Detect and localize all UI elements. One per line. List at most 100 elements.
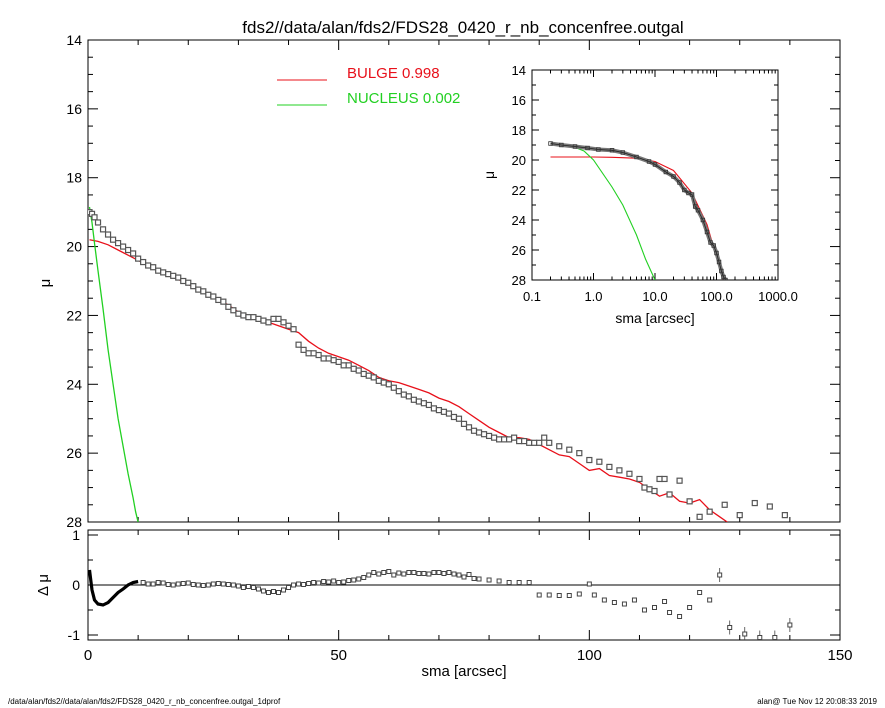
y-axis-label: μ	[37, 279, 54, 288]
residual-point	[301, 582, 307, 587]
data-point	[330, 357, 337, 364]
residual-point	[461, 574, 467, 580]
residual-point	[346, 578, 352, 583]
data-point	[485, 432, 493, 440]
inset-data-point	[695, 208, 701, 213]
data-point	[495, 436, 503, 443]
data-point	[641, 484, 648, 491]
data-point	[335, 358, 342, 366]
residual-point	[195, 582, 201, 588]
data-point	[150, 264, 157, 271]
residual-point	[576, 591, 582, 597]
residual-point	[245, 584, 251, 589]
residual-point	[331, 578, 337, 584]
data-point	[305, 350, 312, 357]
data-point	[380, 379, 387, 386]
y-tick-label: 24	[66, 376, 82, 392]
residual-point	[240, 585, 246, 590]
y-tick-label: 20	[66, 239, 82, 255]
nucleus-model-line	[88, 206, 139, 522]
residual-point	[321, 579, 327, 584]
inset-data-point	[671, 174, 676, 179]
data-point	[109, 236, 117, 243]
inset-data-point	[704, 229, 710, 235]
residual-point	[361, 575, 367, 580]
inset-data-point	[634, 154, 639, 160]
inset-data-line	[550, 143, 726, 280]
data-point	[686, 498, 693, 505]
residual-point	[471, 576, 477, 581]
data-point	[350, 365, 357, 372]
data-point	[511, 434, 518, 441]
residual-point	[506, 580, 512, 585]
data-point	[435, 407, 443, 414]
data-point	[475, 429, 483, 436]
data-point	[470, 427, 478, 434]
residual-point	[311, 580, 317, 585]
inset-data-point	[559, 142, 564, 148]
residual-point	[235, 583, 241, 589]
data-point	[125, 246, 132, 254]
inset-data-point	[677, 180, 682, 185]
data-point	[235, 310, 242, 317]
data-point	[636, 475, 643, 483]
residual-point	[516, 580, 522, 585]
residual-y-tick-label: 1	[72, 527, 80, 543]
data-point	[160, 269, 167, 276]
data-point	[370, 374, 377, 381]
data-point	[220, 298, 227, 305]
data-point	[676, 477, 683, 484]
data-point	[405, 393, 412, 400]
residual-point	[250, 585, 256, 590]
data-point	[721, 501, 728, 508]
residual-point	[667, 610, 673, 615]
inset-data-point	[723, 277, 728, 280]
data-point	[130, 250, 137, 257]
residual-point	[546, 592, 552, 598]
data-point	[736, 512, 743, 519]
data-point	[145, 262, 152, 269]
x-tick-label: 0	[84, 647, 92, 664]
data-point	[200, 288, 207, 295]
inset-data-point	[708, 240, 713, 245]
data-point	[265, 319, 272, 326]
residual-point	[255, 586, 261, 592]
data-point	[556, 443, 563, 450]
y-tick-label: 18	[66, 170, 82, 186]
legend-label-nucleus: NUCLEUS 0.002	[347, 90, 460, 107]
residual-point	[641, 607, 647, 613]
data-point	[460, 420, 468, 427]
residual-point	[386, 569, 392, 574]
residual-point	[371, 570, 377, 575]
data-point	[606, 463, 613, 471]
footer-filename: /data/alan/fds2//data/alan/fds2/FDS28_04…	[8, 697, 281, 706]
data-point	[310, 350, 317, 357]
inset-data-point	[700, 217, 706, 223]
residual-point	[621, 601, 627, 607]
residual-point	[180, 581, 186, 586]
residual-point	[772, 635, 778, 640]
data-point	[501, 436, 508, 443]
residual-point	[160, 580, 166, 586]
residual-point	[170, 582, 176, 588]
inset-data-point	[692, 204, 698, 209]
residual-point	[496, 578, 502, 584]
residual-point	[185, 580, 191, 586]
data-point	[596, 458, 603, 465]
residual-point	[230, 582, 236, 588]
residual-point	[265, 590, 271, 595]
footer-timestamp: alan@ Tue Nov 12 20:08:33 2019	[757, 697, 877, 706]
data-point	[185, 279, 192, 286]
data-point	[626, 470, 633, 477]
inset-y-axis-label: μ	[481, 171, 497, 179]
residual-point	[556, 593, 562, 598]
residual-point	[421, 571, 427, 576]
residual-point	[426, 571, 432, 577]
residual-point	[787, 622, 793, 628]
data-point	[300, 346, 307, 353]
data-point	[646, 486, 653, 493]
data-point	[546, 439, 553, 446]
residual-point	[416, 571, 422, 576]
data-point	[541, 434, 548, 441]
